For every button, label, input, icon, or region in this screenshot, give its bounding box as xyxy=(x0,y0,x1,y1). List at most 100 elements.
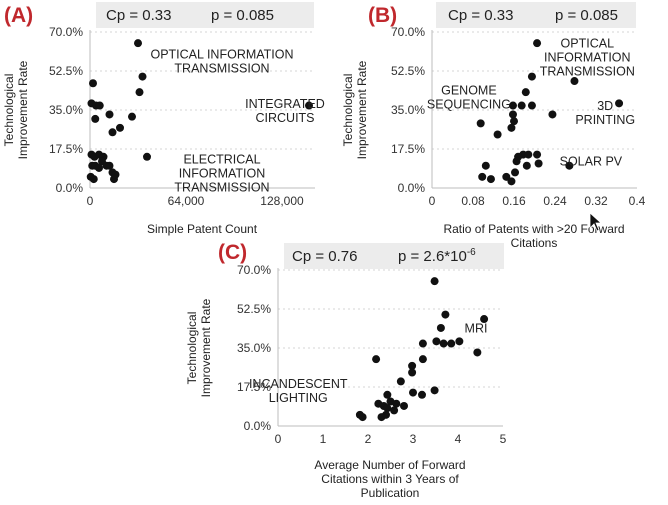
x-tick-label: 0 xyxy=(87,194,94,208)
x-tick-label: 0 xyxy=(275,432,282,446)
annotation-label: CIRCUITS xyxy=(255,111,314,125)
x-tick-label: 0.32 xyxy=(584,194,608,208)
stat-box xyxy=(284,243,504,269)
data-point xyxy=(507,123,516,132)
y-tick-label: 35.0% xyxy=(49,103,83,117)
y-tick-label: 52.5% xyxy=(237,302,271,316)
annotation-label: INTEGRATED xyxy=(245,97,325,111)
panel-c: 0.0% 17.5% 35.0% 52.5% 70.0% 0 1 2 3 4 5 Cp = 0.76 p… xyxy=(185,241,507,500)
y-axis-title: TechnologicalImprovement Rate xyxy=(341,60,369,159)
data-point xyxy=(89,175,98,184)
y-axis-title-line: Improvement Rate xyxy=(199,298,213,397)
data-point xyxy=(91,114,100,123)
y-tick-label: 17.5% xyxy=(49,142,83,156)
data-point xyxy=(418,390,426,399)
y-axis-title-line: Technological xyxy=(2,74,16,147)
data-point xyxy=(507,177,516,186)
y-tick-label: 70.0% xyxy=(237,263,271,277)
data-point xyxy=(510,117,518,126)
data-point xyxy=(396,377,405,386)
y-axis-title: TechnologicalImprovement Rate xyxy=(2,60,30,159)
data-point xyxy=(508,101,517,110)
data-point xyxy=(570,77,579,86)
y-tick-label: 52.5% xyxy=(49,64,83,78)
data-point xyxy=(511,168,520,177)
panel-label: (B) xyxy=(368,4,397,27)
data-point xyxy=(517,101,526,110)
y-axis-title-line: Improvement Rate xyxy=(355,60,369,159)
y-tick-label: 17.5% xyxy=(391,142,425,156)
data-point xyxy=(527,72,536,81)
cursor-arrow-icon xyxy=(589,212,603,232)
data-point xyxy=(439,339,448,348)
x-tick-label: 4 xyxy=(455,432,462,446)
data-point xyxy=(408,368,417,377)
annotation-label: LIGHTING xyxy=(269,391,328,405)
annotation-label: 3D xyxy=(597,99,613,113)
data-point xyxy=(486,175,495,184)
data-point xyxy=(143,152,151,161)
y-tick-label: 35.0% xyxy=(237,341,271,355)
data-point xyxy=(478,172,487,181)
y-tick-label: 52.5% xyxy=(391,64,425,78)
data-point xyxy=(409,388,417,397)
data-point xyxy=(134,39,142,48)
data-point xyxy=(534,159,543,168)
annotation-label: TRANSMISSION xyxy=(174,180,269,194)
data-point xyxy=(392,399,401,408)
data-point xyxy=(533,39,542,48)
stat-p: p = 0.085 xyxy=(211,7,274,24)
y-tick-label: 70.0% xyxy=(391,25,425,39)
data-point xyxy=(493,130,502,139)
data-point xyxy=(455,337,464,346)
annotation-label: OPTICAL xyxy=(561,37,615,51)
data-point xyxy=(548,110,557,119)
data-point xyxy=(128,112,136,121)
data-point xyxy=(95,101,104,110)
panel-label: (C) xyxy=(218,241,247,264)
y-tick-label: 0.0% xyxy=(244,419,272,433)
data-point xyxy=(408,361,417,370)
y-tick-label: 35.0% xyxy=(391,103,425,117)
x-tick-label: 0.4 xyxy=(629,194,646,208)
y-tick-label: 70.0% xyxy=(49,25,83,39)
data-point xyxy=(105,110,114,119)
data-point xyxy=(524,150,533,159)
stat-p: p = 2.6*10-6 xyxy=(398,247,476,265)
panel-a: 0.0% 17.5% 35.0% 52.5% 70.0% 0 64,000 128,000 Cp… xyxy=(2,2,325,236)
panel-b: 0.0% 17.5% 35.0% 52.5% 70.0% 0 0.08 0.16 0.24 0.3… xyxy=(341,2,646,250)
data-point xyxy=(390,406,399,415)
data-point xyxy=(383,404,392,413)
x-tick-label: 0.24 xyxy=(543,194,567,208)
data-point xyxy=(476,119,485,128)
x-axis-title: Simple Patent Count xyxy=(147,222,258,236)
data-point xyxy=(447,339,456,348)
data-point xyxy=(116,123,124,132)
x-axis-title: Average Number of Forward xyxy=(314,458,465,472)
data-point xyxy=(615,99,624,108)
annotation-label: TRANSMISSION xyxy=(174,62,269,76)
data-point xyxy=(372,355,381,364)
data-point xyxy=(522,161,531,170)
data-point xyxy=(135,88,144,97)
annotation-label: SOLAR PV xyxy=(560,155,623,169)
data-point xyxy=(89,79,97,88)
x-axis-title: Ratio of Patents with >20 Forward xyxy=(443,222,624,236)
data-point xyxy=(108,128,117,137)
y-tick-label: 0.0% xyxy=(398,181,426,195)
annotation-label: MRI xyxy=(465,321,488,335)
data-point xyxy=(111,170,120,179)
data-point xyxy=(418,355,427,364)
data-point xyxy=(565,161,574,170)
data-point xyxy=(418,339,427,348)
x-axis-title: Citations xyxy=(511,236,558,250)
annotation-label: INFORMATION xyxy=(179,166,266,180)
stat-p: p = 0.085 xyxy=(555,7,618,24)
x-tick-label: 1 xyxy=(320,432,327,446)
data-point xyxy=(432,337,441,346)
data-point xyxy=(441,310,450,319)
stat-p-exponent: -6 xyxy=(467,247,476,258)
x-axis-title: Publication xyxy=(361,486,420,500)
y-axis-title-line: Technological xyxy=(185,312,199,385)
